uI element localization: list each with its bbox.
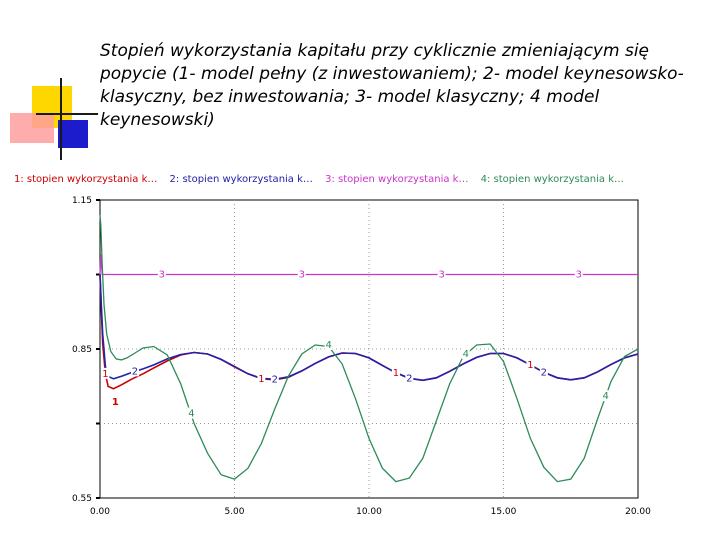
curve-marker-bg [270,373,279,385]
curve-marker-label: 4 [188,409,194,420]
y-tick-label: 0.55 [72,494,92,504]
curve-marker-bg [187,407,196,419]
curve-marker-bg [526,358,535,370]
legend-item-1: 1: stopien wykorzystania k… [14,174,158,185]
chart-legend: 1: stopien wykorzystania k… 2: stopien w… [14,174,633,188]
curve-marker-bg [130,365,139,377]
x-tick-label: 5.00 [224,507,244,517]
legend-item-3: 3: stopien wykorzystania k… [325,174,469,185]
curve-marker-label: 4 [603,391,609,402]
slide-title: Stopień wykorzystania kapitału przy cykl… [100,41,684,130]
curve-marker-bg [101,367,110,379]
series-line-3 [99,254,638,276]
curve-marker-label: 2 [541,367,547,378]
y-tick-label: 1.15 [72,196,92,206]
curve-marker-label: 3 [438,270,444,281]
curve-marker-label: 3 [159,270,165,281]
curve-marker-bg [405,372,414,384]
curve-marker-bg [324,339,333,351]
curve-marker-bg [297,268,306,280]
legend-item-4: 4: stopien wykorzystania k… [480,174,624,185]
curve-marker-label: 3 [576,270,582,281]
deco-vertical-line [60,78,62,160]
x-tick-label: 0.00 [90,507,110,517]
y-tick-label: 0.85 [72,345,92,355]
curve-marker-label: 1 [112,397,119,408]
curve-marker-label: 1 [527,360,533,371]
deco-horizontal-line [36,113,98,115]
curve-marker-bg [157,268,166,280]
deco-pink-square [10,113,54,143]
curve-marker-label: 2 [132,366,138,377]
curve-marker-bg [461,347,470,359]
legend-item-2: 2: stopien wykorzystania k… [169,174,313,185]
curve-marker-label: 4 [463,349,469,360]
x-tick-label: 20.00 [625,507,651,517]
curve-marker-bg [574,268,583,280]
deco-blue-square [58,120,88,148]
curve-marker-label: 4 [325,340,331,351]
curve-marker-label: 2 [406,373,412,384]
curve-marker-label: 1 [258,374,264,385]
curve-marker-bg [539,366,548,378]
x-tick-label: 15.00 [491,507,517,517]
curve-marker-label: 3 [299,270,305,281]
series-line-4 [99,214,639,483]
x-tick-label: 10.00 [356,507,382,517]
curve-marker-label: 1 [393,368,399,379]
curve-marker-bg [257,372,266,384]
curve-marker-bg [437,268,446,280]
curve-marker-bg [391,366,400,378]
curve-marker-label: 2 [272,374,278,385]
curve-marker-bg [601,390,610,402]
curve-marker-label: 1 [102,369,108,380]
